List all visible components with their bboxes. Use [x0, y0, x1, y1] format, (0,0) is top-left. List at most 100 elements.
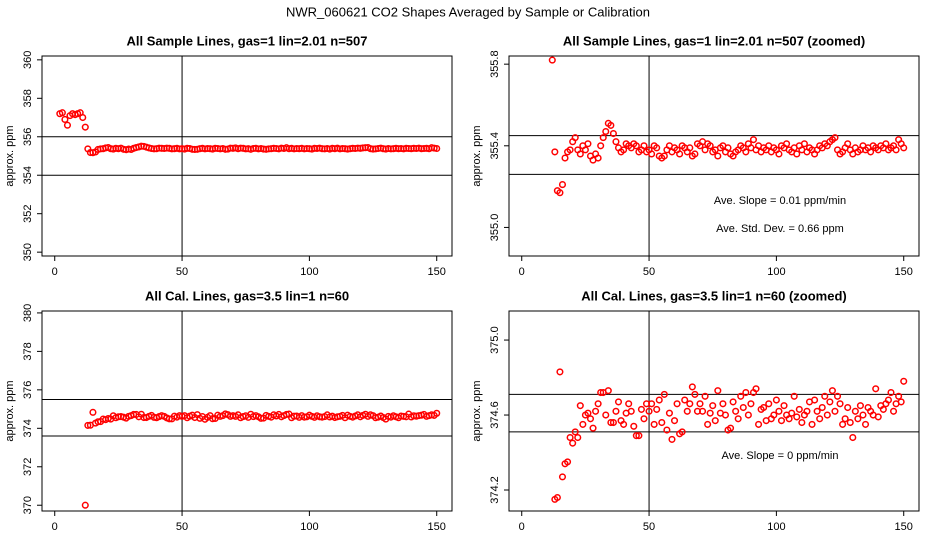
annotation: Ave. Std. Dev. = 0.66 ppm: [716, 223, 844, 235]
point: [854, 415, 862, 423]
point: [571, 134, 579, 142]
point: [821, 392, 829, 400]
point: [900, 377, 908, 385]
y-tick-label: 355.4: [489, 132, 501, 160]
point: [709, 402, 717, 410]
point: [257, 414, 265, 422]
point: [625, 400, 633, 408]
point: [775, 407, 783, 415]
point: [678, 428, 686, 436]
point: [867, 148, 875, 156]
point: [744, 411, 752, 419]
point: [706, 142, 714, 150]
point: [765, 400, 773, 408]
point: [637, 405, 645, 413]
y-tick-label: 376: [22, 381, 34, 399]
point: [579, 420, 587, 428]
point: [777, 417, 786, 425]
point: [640, 142, 648, 150]
point: [433, 144, 441, 153]
point: [849, 433, 857, 442]
point: [816, 415, 824, 423]
point: [553, 493, 561, 502]
point: [597, 142, 605, 150]
y-axis-label: approx. ppm: [471, 380, 483, 441]
point: [663, 426, 671, 434]
point: [686, 144, 694, 152]
point: [882, 140, 890, 148]
x-tick-label: 50: [643, 521, 655, 533]
point: [780, 402, 788, 410]
point: [581, 146, 589, 154]
point: [612, 138, 620, 146]
annotation: Ave. Slope = 0 ppm/min: [722, 450, 839, 462]
point: [556, 189, 564, 197]
point: [785, 415, 793, 423]
point: [844, 140, 852, 148]
point: [561, 154, 569, 162]
point: [826, 398, 834, 406]
point: [558, 181, 567, 189]
point: [755, 420, 763, 428]
point: [856, 402, 864, 410]
x-tick-label: 100: [300, 266, 318, 278]
point: [811, 396, 819, 404]
point: [747, 400, 755, 408]
point: [739, 403, 747, 412]
point: [548, 56, 556, 64]
y-tick-label: 374: [22, 419, 34, 437]
point: [556, 368, 564, 376]
point: [660, 152, 668, 160]
point: [833, 392, 842, 400]
point: [63, 121, 72, 129]
panel-title: All Sample Lines, gas=1 lin=2.01 n=507: [127, 33, 368, 48]
point: [58, 109, 66, 117]
point: [800, 140, 808, 148]
point: [823, 411, 831, 419]
x-tick-label: 100: [300, 521, 318, 533]
point: [650, 420, 658, 428]
y-tick-label: 350: [22, 243, 34, 261]
point: [658, 418, 666, 427]
y-tick-label: 372: [22, 458, 34, 476]
point: [783, 140, 791, 148]
point: [775, 150, 783, 158]
point: [719, 400, 727, 408]
point: [648, 400, 656, 408]
point: [884, 396, 892, 404]
point: [209, 415, 217, 423]
point: [790, 392, 798, 400]
point: [632, 142, 640, 150]
point: [737, 392, 745, 400]
point: [576, 150, 584, 158]
point: [433, 409, 441, 417]
point: [681, 396, 689, 404]
x-tick-label: 150: [428, 521, 446, 533]
point: [655, 396, 663, 404]
point: [828, 387, 836, 395]
x-tick-label: 150: [895, 521, 913, 533]
point: [897, 398, 905, 406]
point: [696, 400, 704, 408]
y-tick-label: 354: [22, 166, 34, 184]
point: [584, 140, 592, 148]
point: [742, 388, 750, 397]
plot-area: [509, 311, 919, 511]
point: [729, 398, 737, 406]
point: [831, 134, 839, 142]
point: [859, 411, 867, 419]
point: [683, 407, 691, 415]
point: [79, 113, 87, 122]
y-tick-label: 380: [22, 304, 34, 322]
point: [839, 420, 847, 428]
x-tick-label: 150: [428, 266, 446, 278]
point: [844, 403, 852, 412]
point: [645, 407, 653, 415]
x-tick-label: 50: [176, 266, 188, 278]
y-axis-label: approx. ppm: [471, 125, 483, 186]
point: [892, 146, 900, 154]
point: [772, 396, 780, 404]
y-tick-label: 360: [22, 51, 34, 69]
point: [793, 413, 801, 421]
